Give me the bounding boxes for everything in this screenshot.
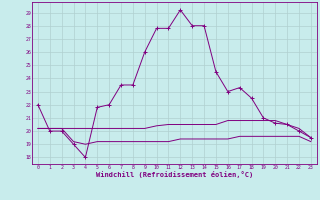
X-axis label: Windchill (Refroidissement éolien,°C): Windchill (Refroidissement éolien,°C) <box>96 171 253 178</box>
